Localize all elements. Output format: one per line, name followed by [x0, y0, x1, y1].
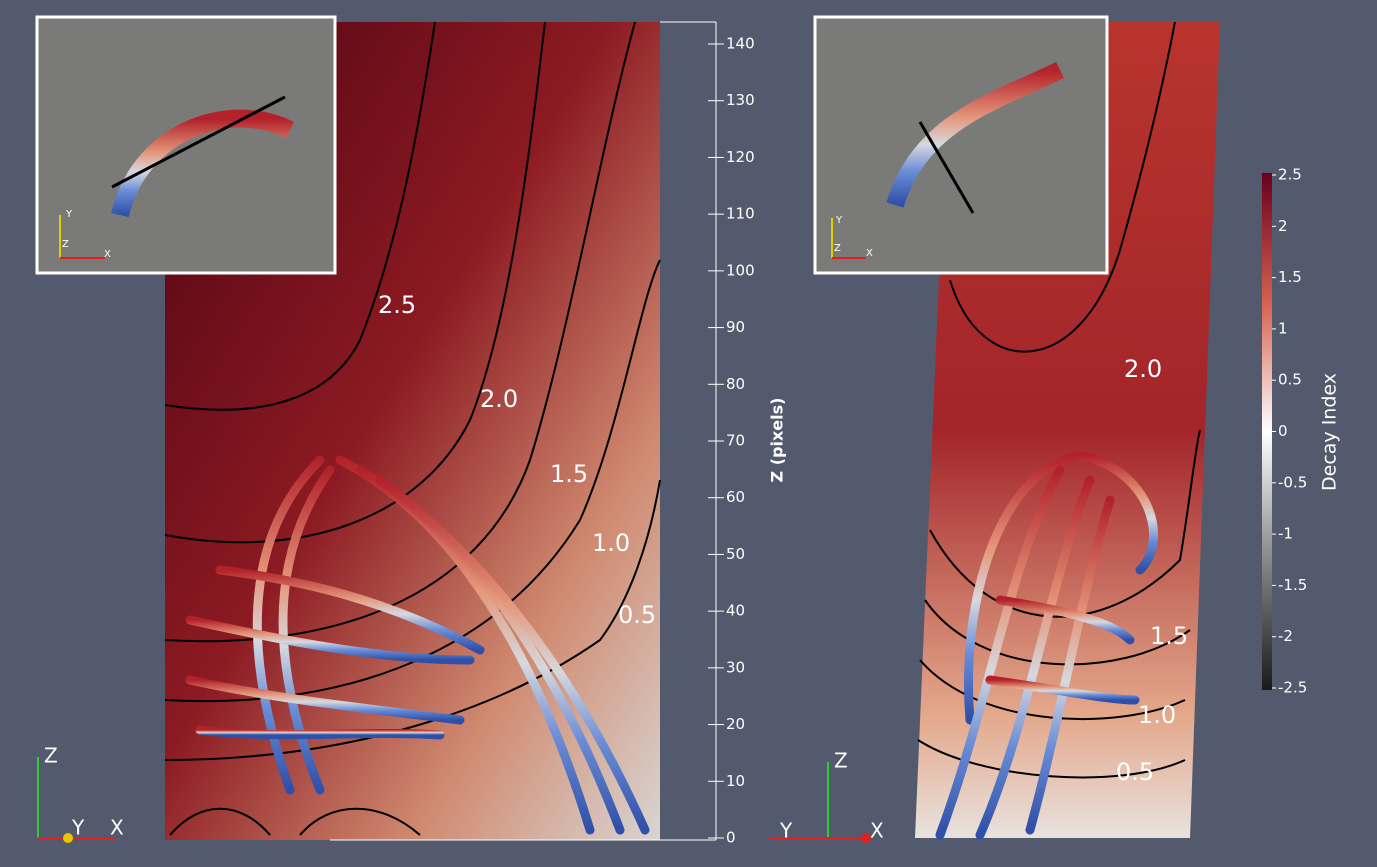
- flux-rope: [185, 455, 650, 835]
- tick-label: 140: [726, 35, 755, 53]
- contour-label: 1.0: [592, 529, 630, 557]
- triad-label: X: [870, 819, 884, 843]
- flux-rope: [935, 450, 1158, 840]
- cut-line: [111, 95, 286, 189]
- triad-label: X: [110, 816, 124, 840]
- contour-label: 0.5: [1116, 758, 1154, 786]
- inset: [35, 15, 337, 275]
- triad-label: Z: [44, 744, 58, 768]
- contour-label: 1.5: [550, 460, 588, 488]
- tick-label: -2.5: [1278, 679, 1307, 697]
- colorbar-scale: [1262, 173, 1272, 690]
- inset-triad-label: Z: [834, 243, 841, 254]
- tick-label: -1: [1278, 525, 1293, 543]
- z-axis: Z (pixels) 0 10 20 30 40 50 60 70 80 90 100 110 120 1…: [330, 21, 787, 847]
- tick-label: 0: [1278, 422, 1288, 440]
- tick-label: 100: [726, 261, 755, 279]
- inset-triad-label: Y: [65, 209, 73, 220]
- axis-title: Z (pixels): [768, 398, 787, 483]
- tick-label: 10: [726, 772, 745, 790]
- inset-triad-label: X: [104, 249, 111, 260]
- colorbar-title: Decay Index: [1319, 373, 1341, 491]
- cut-line: [918, 121, 975, 214]
- inset-triad-label: Z: [62, 239, 69, 250]
- tick-label: 2: [1278, 217, 1288, 235]
- tick-label: 30: [726, 658, 745, 676]
- right-panel: Y Z X 2.0 1.5 1.0 0.5 Z Y X: [770, 15, 1220, 843]
- tick-label: 120: [726, 148, 755, 166]
- left-panel: Y Z X 2.5 2.0 1.5 1.0 0.5 Z Y X: [35, 15, 661, 843]
- triad-label: Z: [834, 749, 848, 773]
- contour-label: 2.0: [480, 385, 518, 413]
- tick-label: 2.5: [1278, 166, 1302, 184]
- tick-label: 20: [726, 715, 745, 733]
- contour-label: 2.0: [1124, 355, 1162, 383]
- tick-label: -2: [1278, 627, 1293, 645]
- tick-label: -0.5: [1278, 473, 1307, 491]
- tick-label: -1.5: [1278, 576, 1307, 594]
- tick-label: 70: [726, 432, 745, 450]
- triad-label: Y: [779, 819, 793, 843]
- contour-label: 1.5: [1150, 622, 1188, 650]
- tick-label: 1.5: [1278, 268, 1302, 286]
- inset: [813, 15, 1109, 275]
- triad-label: Y: [71, 816, 85, 840]
- tick-label: 0.5: [1278, 371, 1302, 389]
- tick-label: 90: [726, 318, 745, 336]
- inset-triad-label: X: [866, 248, 873, 259]
- tick-label: 110: [726, 205, 755, 223]
- triad-dot: [861, 833, 871, 843]
- contour-label: 2.5: [378, 291, 416, 319]
- contour-label: 1.0: [1138, 701, 1176, 729]
- contours: [917, 21, 1201, 779]
- triad-dot: [63, 833, 73, 843]
- tick-label: 60: [726, 488, 745, 506]
- colorbar: Decay Index 2.5 2 1.5 1 0.5 0 -0.5 -1 -1.5 -2 -2.5: [1262, 166, 1341, 697]
- contours: [164, 21, 661, 836]
- inset-triad-label: Y: [835, 215, 843, 226]
- tick-label: 50: [726, 545, 745, 563]
- tick-label: 80: [726, 375, 745, 393]
- tick-label: 130: [726, 91, 755, 109]
- tick-label: 1: [1278, 319, 1288, 337]
- contour-label: 0.5: [618, 601, 656, 629]
- tick-label: 0: [726, 829, 736, 847]
- inset-rope: [886, 61, 1065, 208]
- tick-label: 40: [726, 602, 745, 620]
- inset-rope: [111, 109, 295, 218]
